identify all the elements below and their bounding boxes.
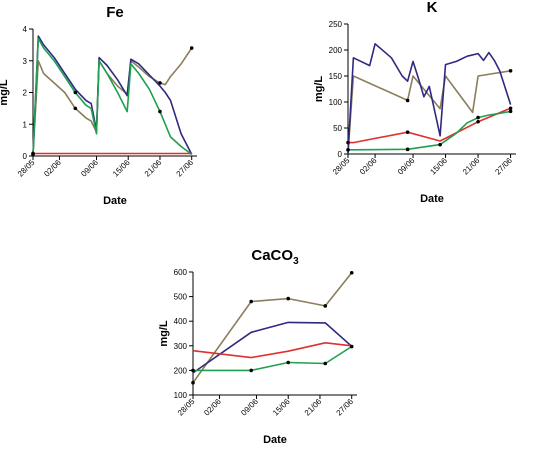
chart-0-ytick-label: 4 [23,25,28,34]
chart-1-ytick-label: 200 [329,46,343,55]
chart-1-y-axis-label: mg/L [313,76,325,103]
chart-0-series-1-line [32,35,193,155]
chart-0-series-3-point [31,151,35,156]
chart-0-title: Fe [106,4,124,21]
chart-0-x-axis-label: Date [103,195,127,207]
chart-2-xtick-label: 27/06 [335,397,356,418]
chart-0-ytick-label: 0 [23,152,28,161]
chart-2-series-3-point [349,344,354,349]
chart-1-x-axis-label: Date [420,193,444,205]
chart-1-series-2-point [405,130,410,134]
chart-2-series-3-point [249,368,253,373]
k-chart: K 0 50 100 150 200 250 28/05 02/06 09/06 15/06 21/0… [313,0,516,205]
chart-0-series-2-line [32,37,193,156]
chart-2-series-1-line [192,321,353,374]
chart-2-series-0-point [191,380,195,385]
chart-1-series-0-point [508,69,513,73]
chart-1-series-3-point [346,148,350,152]
chart-2-ytick-label: 300 [174,342,188,351]
chart-1-xtick-label: 21/06 [461,156,482,177]
chart-0-series-0-point [189,46,194,50]
chart-1-ytick-label: 50 [333,124,342,133]
chart-0-y-axis-label: mg/L [0,79,10,106]
chart-1-series-2-line [348,107,511,144]
chart-2-xtick-label: 02/06 [202,397,223,418]
chart-2-ytick-label: 200 [174,366,188,375]
chart-0-xtick-label: 21/06 [143,158,164,179]
chart-2-ytick-label: 400 [174,317,188,326]
chart-0-xtick-label: 28/05 [16,158,37,179]
chart-1-xtick-label: 15/06 [428,156,449,177]
chart-2-series-3-point [323,361,328,366]
chart-0-series-2-point [158,109,162,114]
chart-2-series-0-point [323,304,328,308]
chart-1-xtick-label: 28/05 [331,156,352,177]
chart-1-series-3-point [508,109,513,114]
chart-2-ytick-label: 500 [174,293,188,302]
chart-2-xtick-label: 21/06 [303,397,324,418]
chart-2-ytick-label: 100 [174,391,188,400]
chart-1-ytick-label: 250 [329,20,343,29]
chart-1-series-0-point [405,98,410,103]
chart-0-ytick-label: 3 [23,57,28,66]
chart-2-title-subscript: 3 [293,256,299,267]
chart-1-series-3-point [438,142,442,147]
chart-0-xtick-label: 09/06 [79,158,100,179]
chart-2-xtick-label: 09/06 [239,397,260,418]
chart-2-x-axis-label: Date [263,434,287,446]
chart-2-y-axis-label: mg/L [158,320,170,347]
chart-1-series-2-point [476,119,480,124]
chart-1-series-0-line [347,70,511,154]
chart-2-xtick-label: 15/06 [271,397,292,418]
chart-1-series-3-point [405,147,410,152]
chart-2-series-3-point [286,360,291,365]
chart-1-series-1-line [347,42,512,154]
chart-0-ytick-label: 1 [23,120,28,129]
chart-1-ytick-label: 150 [329,72,343,81]
chart-1-title: K [427,0,438,16]
chart-2-series-2-line [192,341,352,359]
chart-2-series-3-point [191,368,195,373]
chart-2-series-0-point [349,270,354,275]
chart-2-series-0-point [249,299,253,304]
chart-1-xtick-label: 27/06 [493,156,514,177]
chart-1-series-2-point [508,106,513,111]
chart-2-title: CaCO3 [251,247,299,267]
chart-1-xtick-label: 02/06 [358,156,379,177]
chart-0-series-2-point [73,90,78,95]
chart-1-series-3-point [476,115,480,120]
chart-1-series-2-point [346,140,350,145]
chart-0-xtick-label: 15/06 [111,158,132,179]
chart-1-xtick-label: 09/06 [396,156,417,177]
fe-chart: Fe 0 1 2 3 4 28/05 02/06 09/06 15/06 21/06 27/06 Dat… [0,4,197,207]
chart-1-ytick-label: 0 [338,150,343,159]
chart-0-xtick-label: 02/06 [42,158,63,179]
chart-0-series-0-point [73,106,78,111]
chart-0-xtick-label: 27/06 [175,158,196,179]
chart-1-ytick-label: 100 [329,98,343,107]
chart-2-ytick-label: 600 [174,268,188,277]
chart-0-ytick-label: 2 [23,89,28,98]
chart-1-series-3-line [348,110,511,151]
chart-0-series-0-point [158,81,162,85]
chart-2-series-0-point [286,296,291,301]
